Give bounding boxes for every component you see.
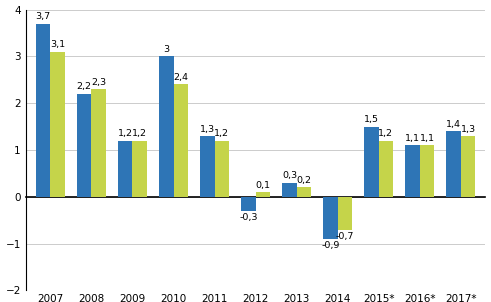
Bar	[282, 183, 297, 197]
Text: -0,7: -0,7	[336, 232, 354, 241]
Bar	[297, 188, 311, 197]
Text: 1,1: 1,1	[419, 134, 435, 143]
Text: 1,3: 1,3	[200, 125, 215, 133]
Text: 2013: 2013	[283, 294, 310, 302]
Bar	[200, 136, 215, 197]
Bar	[133, 141, 147, 197]
Text: 2009: 2009	[119, 294, 146, 302]
Bar	[379, 141, 393, 197]
Bar	[364, 127, 379, 197]
Text: 1,1: 1,1	[405, 134, 420, 143]
Text: 0,1: 0,1	[255, 181, 271, 190]
Text: 2015*: 2015*	[363, 294, 394, 302]
Text: 1,2: 1,2	[118, 129, 133, 138]
Text: 3,1: 3,1	[50, 40, 65, 49]
Text: 2011: 2011	[201, 294, 228, 302]
Text: 1,2: 1,2	[214, 129, 229, 138]
Text: 0,3: 0,3	[282, 172, 297, 180]
Text: 2010: 2010	[161, 294, 187, 302]
Bar	[159, 56, 173, 197]
Text: 2,2: 2,2	[77, 82, 92, 92]
Text: -0,9: -0,9	[321, 241, 340, 250]
Text: 2017*: 2017*	[445, 294, 477, 302]
Text: 0,2: 0,2	[297, 176, 311, 185]
Bar	[173, 85, 188, 197]
Text: -0,3: -0,3	[239, 213, 258, 222]
Bar	[324, 197, 338, 239]
Bar	[51, 52, 65, 197]
Bar	[406, 145, 420, 197]
Bar	[91, 89, 106, 197]
Text: 1,5: 1,5	[364, 115, 379, 124]
Text: 2012: 2012	[243, 294, 269, 302]
Text: 2,4: 2,4	[173, 73, 188, 82]
Text: 1,2: 1,2	[379, 129, 393, 138]
Text: 1,3: 1,3	[461, 125, 476, 133]
Text: 3: 3	[164, 45, 169, 54]
Bar	[256, 192, 270, 197]
Bar	[77, 94, 91, 197]
Text: 1,2: 1,2	[132, 129, 147, 138]
Text: 2,3: 2,3	[91, 78, 106, 87]
Text: 2014: 2014	[325, 294, 351, 302]
Bar	[338, 197, 352, 230]
Bar	[36, 24, 51, 197]
Text: 1,4: 1,4	[446, 120, 461, 129]
Bar	[446, 131, 461, 197]
Bar	[461, 136, 475, 197]
Text: 3,7: 3,7	[36, 12, 51, 21]
Text: 2016*: 2016*	[404, 294, 436, 302]
Text: 2007: 2007	[37, 294, 63, 302]
Text: 2008: 2008	[79, 294, 105, 302]
Bar	[118, 141, 133, 197]
Bar	[420, 145, 434, 197]
Bar	[241, 197, 256, 211]
Bar	[215, 141, 229, 197]
